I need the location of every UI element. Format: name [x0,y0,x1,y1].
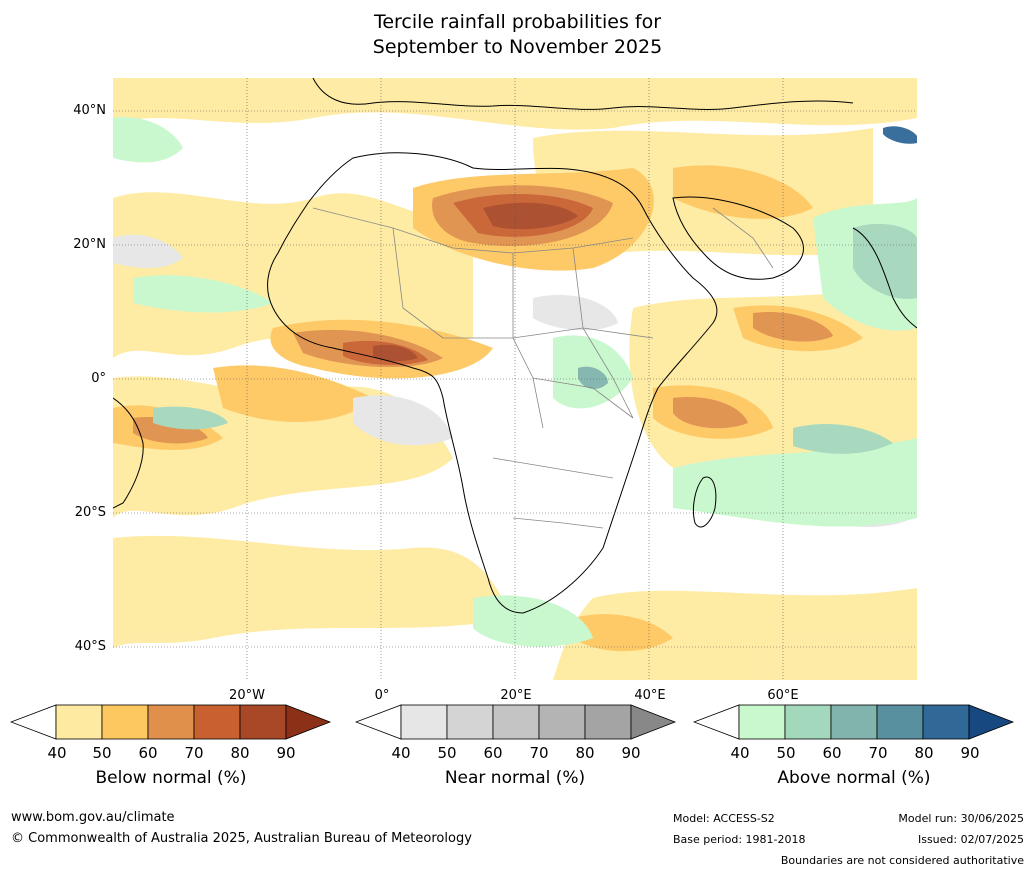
near-colorbar-box-2 [446,704,494,740]
title-line-1: Tercile rainfall probabilities for [373,11,662,33]
below-colorbar-box-4 [193,704,241,740]
below-tick-60: 60 [138,744,158,762]
copyright-text: © Commonwealth of Australia 2025, Austra… [11,831,472,846]
issued-text: Issued: 02/07/2025 [917,833,1024,846]
lat-label-40n: 40°N [73,103,106,118]
lat-label-20s: 20°S [74,505,106,520]
below-tick-80: 80 [230,744,250,762]
probability-shading [113,78,917,680]
near-colorbar-box-5 [584,704,632,740]
near-normal-colorbar [355,704,677,740]
above-normal-label: Above normal (%) [777,768,931,788]
below-normal-label: Below normal (%) [95,768,247,788]
model-text: Model: ACCESS-S2 [673,812,775,825]
above-tick-40: 40 [730,744,750,762]
europe-coastline [312,78,854,110]
lat-label-0: 0° [91,371,106,386]
above-colorbar-box-1 [738,704,786,740]
above-colorbar-box-5 [922,704,970,740]
lat-label-40s: 40°S [74,639,106,654]
below-colorbar-box-2 [101,704,149,740]
above-tick-90: 90 [960,744,980,762]
near-tick-80: 80 [575,744,595,762]
map-title: Tercile rainfall probabilities for Septe… [0,10,1035,60]
near-tick-40: 40 [391,744,411,762]
india-coastline [852,227,917,329]
near-tick-50: 50 [437,744,457,762]
disclaimer-text: Boundaries are not considered authoritat… [780,854,1024,867]
above-normal-colorbar [693,704,1015,740]
lat-label-20n: 20°N [73,237,106,252]
above-colorbar-box-4 [876,704,924,740]
near-tick-70: 70 [529,744,549,762]
below-tick-40: 40 [47,744,67,762]
website-link[interactable]: www.bom.gov.au/climate [11,810,175,825]
above-tick-80: 80 [914,744,934,762]
near-colorbar-max-extension [630,704,677,740]
lon-label-60e: 60°E [767,688,799,703]
below-tick-50: 50 [92,744,112,762]
above-tick-70: 70 [868,744,888,762]
arabia-coastline [672,196,804,280]
below-colorbar-box-5 [239,704,287,740]
below-colorbar-box-3 [147,704,195,740]
near-colorbar-box-1 [400,704,448,740]
lon-label-40e: 40°E [634,688,666,703]
base-period-text: Base period: 1981-2018 [673,833,806,846]
below-colorbar-min-extension [10,704,57,740]
country-borders [312,207,774,529]
map-canvas [113,78,917,680]
near-tick-60: 60 [483,744,503,762]
madagascar-coastline [692,476,717,528]
near-colorbar-min-extension [355,704,402,740]
lon-label-20e: 20°E [500,688,532,703]
below-tick-70: 70 [184,744,204,762]
lon-label-0: 0° [374,688,390,703]
near-colorbar-box-4 [538,704,586,740]
near-normal-label: Near normal (%) [444,768,586,788]
below-colorbar-box-1 [55,704,103,740]
below-tick-90: 90 [276,744,296,762]
near-tick-90: 90 [621,744,641,762]
rainfall-probability-map [113,78,917,680]
above-tick-50: 50 [776,744,796,762]
above-colorbar-box-2 [784,704,832,740]
below-normal-colorbar [10,704,332,740]
title-line-2: September to November 2025 [372,36,663,58]
graticule [113,78,917,680]
above-colorbar-max-extension [968,704,1015,740]
south-america-coastline [113,397,144,509]
africa-coastline [267,152,718,614]
above-colorbar-box-3 [830,704,878,740]
near-colorbar-box-3 [492,704,540,740]
lon-label-20w: 20°W [229,688,265,703]
below-colorbar-max-extension [285,704,332,740]
above-colorbar-min-extension [693,704,740,740]
above-tick-60: 60 [822,744,842,762]
model-run-text: Model run: 30/06/2025 [898,812,1024,825]
